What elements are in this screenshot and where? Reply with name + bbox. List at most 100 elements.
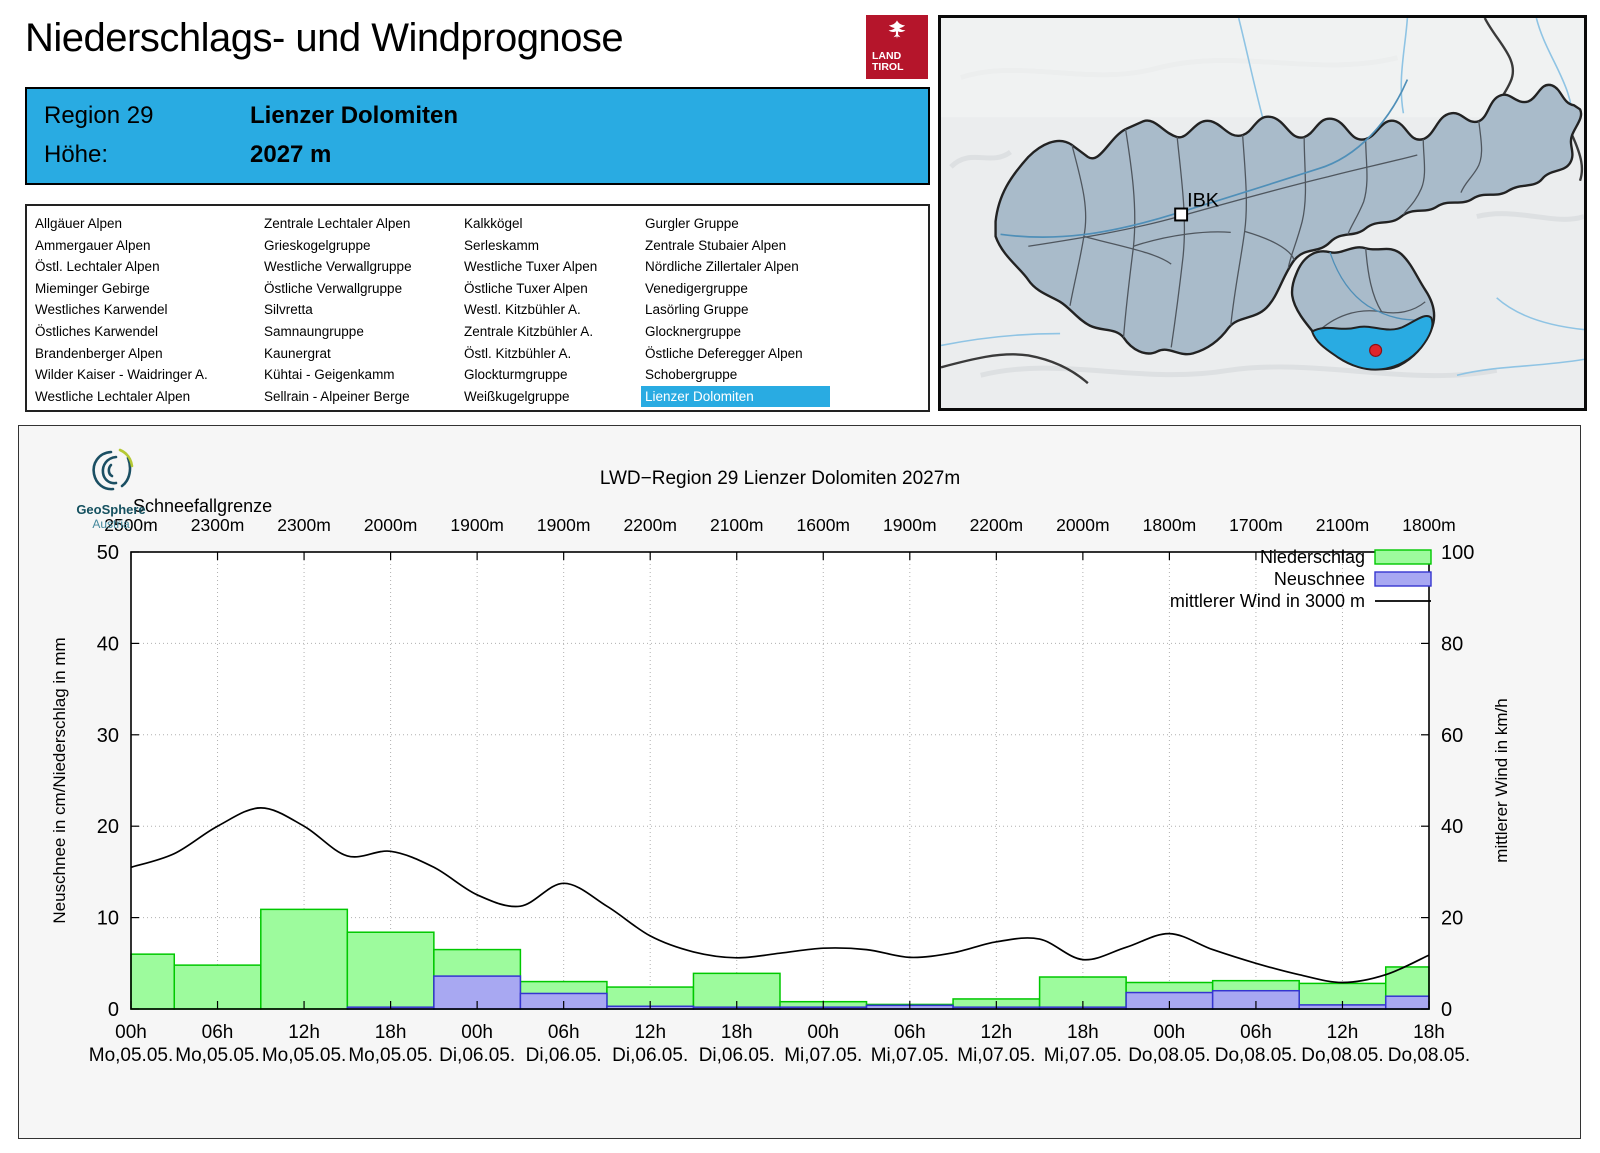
x-tick-day-label: Mo,05.05. (89, 1045, 174, 1066)
legend-new-snow-label: Neuschnee (1274, 569, 1365, 589)
region-list-item[interactable]: Ammergauer Alpen (35, 237, 151, 253)
x-tick-hour-label: 06h (202, 1022, 234, 1043)
precipitation-bar (346, 931, 435, 1010)
y-right-tick-label: 40 (1441, 816, 1463, 838)
snowline-value: 1700m (1229, 515, 1283, 535)
x-tick-day-label: Mi,07.05. (871, 1045, 949, 1066)
chart-title: LWD−Region 29 Lienzer Dolomiten 2027m (600, 468, 960, 489)
map-subregion-borders (1028, 121, 1483, 348)
region-list-item[interactable]: Lasörling Gruppe (645, 302, 749, 318)
x-tick-hour-label: 06h (894, 1022, 926, 1043)
y-left-axis-title: Neuschnee in cm/Niederschlag in mm (50, 637, 69, 923)
snowline-value: 1600m (797, 515, 851, 535)
region-list-item[interactable]: Östliches Karwendel (35, 323, 159, 339)
region-list-item[interactable]: Kalkkögel (464, 216, 523, 231)
ibk-city-marker (1174, 207, 1189, 222)
region-list-item[interactable]: Östliche Tuxer Alpen (464, 280, 588, 296)
x-tick-hour-label: 00h (1154, 1022, 1186, 1043)
y-left-tick-label: 40 (97, 633, 119, 655)
map-highlight-lienzer-dolomiten (1310, 315, 1434, 371)
region-list-column: Allgäuer Alpen Ammergauer Alpen Östl. Lech… (35, 213, 208, 407)
region-list-item[interactable]: Kaunergrat (264, 345, 331, 361)
region-name: Lienzer Dolomiten (250, 102, 459, 129)
region-list-item[interactable]: Glocknergruppe (645, 323, 742, 339)
snowline-value: 2300m (191, 515, 245, 535)
y-right-tick-label: 20 (1441, 908, 1463, 930)
region-list-item[interactable]: Zentrale Kitzbühler A. (464, 323, 594, 339)
land-tirol-logo-text: LAND TIROL (872, 49, 904, 74)
x-tick-hour-label: 18h (375, 1022, 407, 1043)
legend-new-snow-key (1374, 571, 1432, 587)
map-north-lowlands (941, 18, 1584, 118)
region-info-panel: Region 29 Lienzer Dolomiten Höhe: 2027 m (25, 87, 930, 185)
region-list-item[interactable]: Venedigergruppe (645, 280, 748, 296)
region-list-item[interactable]: Westl. Kitzbühler A. (464, 302, 581, 318)
snowline-value: 1800m (1402, 515, 1456, 535)
elevation-label: Höhe: (44, 141, 109, 168)
region-list-item[interactable]: Mieminger Gebirge (35, 280, 150, 296)
x-tick-hour-label: 06h (1240, 1022, 1272, 1043)
region-list-item[interactable]: Glockturmgruppe (464, 367, 568, 383)
snowline-value: 2000m (364, 515, 418, 535)
geosphere-name: GeoSphere (76, 502, 146, 517)
region-list-item[interactable]: Serleskamm (464, 237, 540, 253)
region-list-item[interactable]: Westliche Verwallgruppe (264, 259, 412, 275)
x-tick-day-label: Di,06.05. (699, 1045, 775, 1066)
x-tick-day-label: Mi,07.05. (957, 1045, 1035, 1066)
region-list-item[interactable]: Wilder Kaiser - Waidringer A. (35, 367, 208, 383)
region-list-column: Gurgler Gruppe Zentrale Stubaier Alpen Nör… (641, 213, 830, 408)
region-list-item[interactable]: Brandenberger Alpen (35, 345, 163, 361)
x-tick-day-label: Mi,07.05. (784, 1045, 862, 1066)
y-right-tick-label: 100 (1441, 542, 1474, 564)
x-tick-hour-label: 00h (807, 1022, 839, 1043)
snowline-value: 2100m (710, 515, 764, 535)
region-list-item[interactable]: Westliche Lechtaler Alpen (35, 388, 191, 404)
y-right-tick-label: 0 (1441, 999, 1452, 1021)
page-title: Niederschlags- und Windprognose (25, 16, 624, 60)
region-list-item[interactable]: Sellrain - Alpeiner Berge (264, 388, 410, 404)
tirol-overview-map: IBK (938, 15, 1587, 411)
region-list-item[interactable]: Östliche Verwallgruppe (264, 280, 403, 296)
x-tick-day-label: Di,06.05. (439, 1045, 515, 1066)
snowline-value: 2000m (1056, 515, 1110, 535)
region-list-item[interactable]: Östl. Kitzbühler A. (464, 345, 572, 361)
y-right-tick-label: 80 (1441, 633, 1463, 655)
geosphere-logo: GeoSphere Austria (53, 444, 169, 531)
region-list-item[interactable]: Westliche Tuxer Alpen (464, 259, 598, 275)
region-list-column: Zentrale Lechtaler Alpen Grieskogelgruppe… (264, 213, 412, 407)
snowline-value: 1800m (1143, 515, 1197, 535)
region-list-item[interactable]: Östl. Lechtaler Alpen (35, 259, 160, 275)
region-list-item[interactable]: Zentrale Lechtaler Alpen (264, 216, 411, 231)
snowline-value: 1900m (450, 515, 504, 535)
region-list-item[interactable]: Nördliche Zillertaler Alpen (645, 259, 799, 275)
region-list-item[interactable]: Zentrale Stubaier Alpen (645, 237, 787, 253)
x-tick-hour-label: 00h (115, 1022, 147, 1043)
region-list-item[interactable]: Östliche Deferegger Alpen (645, 345, 803, 361)
x-tick-hour-label: 06h (548, 1022, 580, 1043)
x-tick-day-label: Mo,05.05. (348, 1045, 433, 1066)
y-right-tick-label: 60 (1441, 725, 1463, 747)
x-tick-hour-label: 18h (1067, 1022, 1099, 1043)
x-tick-hour-label: 12h (980, 1022, 1012, 1043)
snowline-value: 2300m (277, 515, 331, 535)
map-graphic: IBK (941, 18, 1584, 385)
region-list-item[interactable]: Samnaungruppe (264, 323, 364, 339)
region-list-item[interactable]: Gurgler Gruppe (645, 216, 739, 231)
tirol-eagle-icon (888, 20, 906, 39)
legend-wind-label: mittlerer Wind in 3000 m (1170, 591, 1365, 611)
region-list-item[interactable]: Westliches Karwendel (35, 302, 168, 318)
precipitation-bar (130, 953, 176, 1010)
region-list-item[interactable]: Grieskogelgruppe (264, 237, 371, 253)
x-tick-day-label: Di,06.05. (526, 1045, 602, 1066)
ibk-city-label: IBK (1187, 190, 1219, 212)
y-left-tick-label: 10 (97, 908, 119, 930)
region-list-item[interactable]: Kühtai - Geigenkamm (264, 367, 395, 383)
region-list-item-selected[interactable]: Lienzer Dolomiten (641, 385, 830, 408)
x-tick-hour-label: 00h (461, 1022, 493, 1043)
region-list-item[interactable]: Allgäuer Alpen (35, 216, 123, 231)
region-list-item[interactable]: Weißkugelgruppe (464, 388, 570, 404)
inn-river (1000, 79, 1409, 238)
region-list-item[interactable]: Silvretta (264, 302, 313, 318)
region-list-item[interactable]: Schobergruppe (645, 367, 738, 383)
